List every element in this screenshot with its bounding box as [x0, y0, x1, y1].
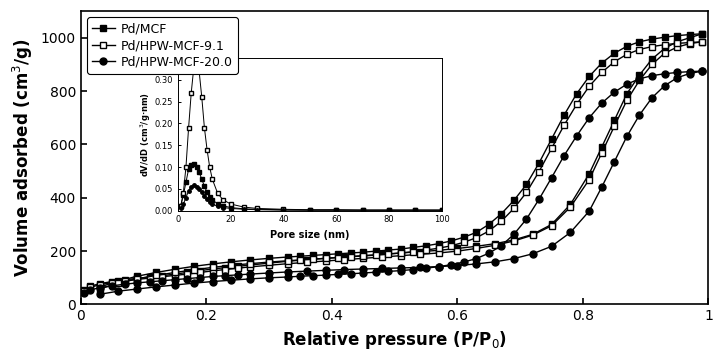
X-axis label: Relative pressure (P/P$_0$): Relative pressure (P/P$_0$) [282, 329, 507, 351]
Legend: Pd/MCF, Pd/HPW-MCF-9.1, Pd/HPW-MCF-20.0: Pd/MCF, Pd/HPW-MCF-9.1, Pd/HPW-MCF-20.0 [87, 17, 237, 74]
Y-axis label: Volume adsorbed (cm$^3$/g): Volume adsorbed (cm$^3$/g) [11, 38, 35, 277]
